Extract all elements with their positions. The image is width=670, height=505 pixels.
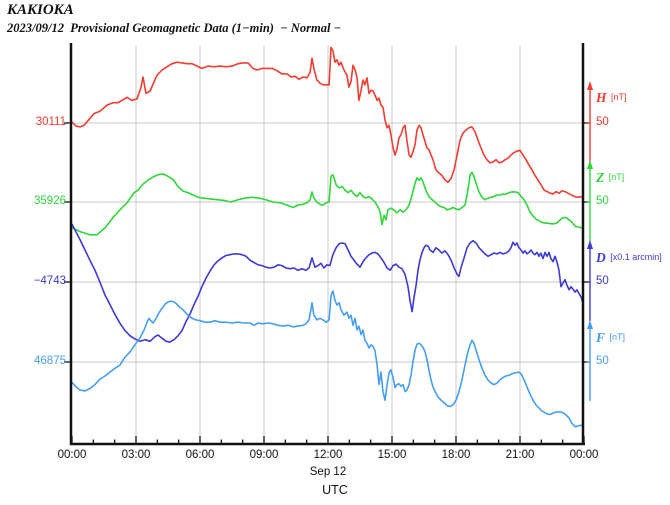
scale-arrowhead-h	[587, 81, 593, 90]
axis-symbol-h-letter: H	[596, 90, 607, 105]
scale-arrowhead-z	[587, 160, 593, 169]
axis-symbol-f-letter: F	[596, 330, 606, 345]
y-baseline-label-d: −4743	[33, 275, 66, 287]
axis-unit-h: [nT]	[610, 92, 627, 102]
x-tick-label: 15:00	[377, 449, 407, 461]
y-baseline-label-f: 46875	[34, 355, 66, 367]
x-tick-label: 00:00	[57, 449, 87, 461]
axis-unit-z: [nT]	[608, 172, 625, 182]
series-line-d	[71, 223, 584, 343]
axis-unit-d: [x0.1 arcmin]	[610, 252, 662, 262]
series-line-h	[71, 46, 584, 198]
axis-symbol-h: H [nT]	[596, 90, 626, 105]
axis-symbol-z-letter: Z	[596, 170, 605, 185]
scale-arrowhead-f	[587, 320, 593, 329]
axis-symbol-f: F [nT]	[596, 330, 625, 345]
x-tick-label: 21:00	[505, 449, 535, 461]
station-title: KAKIOKA	[7, 2, 74, 18]
plot-subtitle: 2023/09/12 Provisional Geomagnetic Data …	[7, 21, 342, 35]
y-baseline-label-h: 30111	[35, 116, 66, 128]
axis-symbol-d-letter: D	[596, 250, 606, 265]
x-tick-label: 18:00	[441, 449, 471, 461]
utc-label: UTC	[322, 483, 348, 497]
scale-label-f: 50	[596, 355, 609, 367]
x-tick-label: 03:00	[121, 449, 151, 461]
x-tick-label: 12:00	[313, 449, 343, 461]
series-line-z	[71, 171, 584, 236]
x-tick-label: 09:00	[249, 449, 279, 461]
x-tick-label: 06:00	[185, 449, 215, 461]
date-label: Sep 12	[309, 466, 347, 478]
series-line-f	[71, 290, 584, 428]
scale-label-d: 50	[596, 275, 609, 287]
scale-arrowhead-d	[587, 240, 593, 249]
scale-label-h: 50	[596, 116, 609, 128]
x-tick-label: 00:00	[569, 449, 599, 461]
axis-symbol-d: D [x0.1 arcmin]	[596, 250, 662, 265]
y-baseline-label-z: 35926	[34, 195, 66, 207]
axis-unit-f: [nT]	[609, 332, 625, 342]
axis-symbol-z: Z [nT]	[596, 170, 624, 185]
scale-label-z: 50	[596, 195, 609, 207]
